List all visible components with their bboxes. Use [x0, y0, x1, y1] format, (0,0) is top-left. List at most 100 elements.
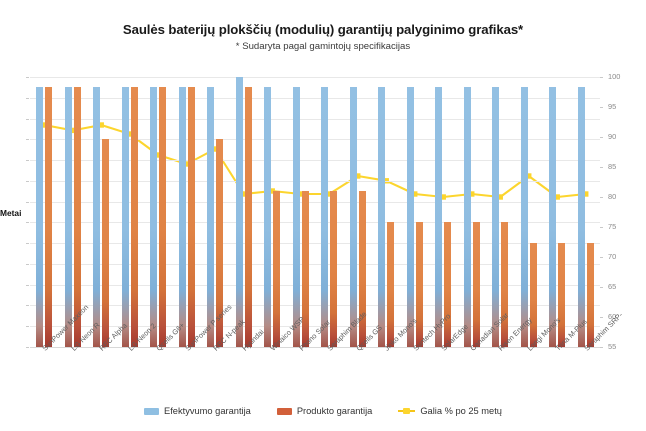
bar-produkto-garantija [444, 222, 452, 347]
gridline [30, 222, 600, 224]
legend-item-label: Efektyvumo garantija [164, 406, 251, 416]
bar-produkto-garantija [301, 191, 309, 347]
bar-produkto-garantija [529, 243, 537, 347]
line-data-marker [412, 191, 418, 197]
legend-swatch-icon [276, 407, 292, 415]
bar-efektyvumo-garantija [235, 77, 243, 347]
line-data-marker [98, 122, 104, 128]
line-data-marker [155, 152, 161, 158]
bar-efektyvumo-garantija [264, 87, 272, 347]
secondary-y-axis-tick [600, 137, 603, 138]
secondary-y-axis-tick [600, 347, 603, 348]
line-data-marker [554, 194, 560, 200]
bar-produkto-garantija [501, 222, 509, 347]
secondary-y-axis-tick-label: 85 [608, 162, 617, 171]
bar-produkto-garantija [558, 243, 566, 347]
bar-efektyvumo-garantija [435, 87, 443, 347]
line-data-marker [127, 131, 133, 137]
line-data-marker [298, 191, 304, 197]
power-retention-line-series [41, 122, 589, 200]
x-axis-labels: SunPower Maxeon LG Neon R REC Alpha LG Neon… [30, 303, 625, 405]
line-data-marker [241, 191, 247, 197]
secondary-y-axis-tick [600, 77, 603, 78]
secondary-y-axis-tick-label: 65 [608, 282, 617, 291]
secondary-y-axis-tick [600, 197, 603, 198]
bar-produkto-garantija [130, 87, 138, 347]
secondary-y-axis-tick-label: 100 [608, 72, 621, 81]
gridline [30, 118, 600, 120]
chart-title-block: Saulės baterijų plokščių (modulių) garan… [0, 22, 646, 54]
secondary-y-axis-tick-label: 70 [608, 252, 617, 261]
bar-efektyvumo-garantija [378, 87, 386, 347]
gridline [30, 284, 600, 286]
secondary-y-axis-tick-label: 90 [608, 132, 617, 141]
bar-efektyvumo-garantija [463, 87, 471, 347]
bar-produkto-garantija [73, 87, 81, 347]
y-axis-title: Metai [0, 208, 22, 218]
legend-item[interactable]: Efektyvumo garantija [144, 406, 251, 416]
y-axis-tick [26, 97, 29, 99]
chart-legend: Efektyvumo garantija Produkto garantija Ga… [0, 406, 646, 416]
y-axis-tick [26, 305, 29, 307]
gridline [30, 263, 600, 265]
gridline [30, 347, 600, 348]
bar-produkto-garantija [102, 139, 110, 347]
legend-item-label: Galia % po 25 metų [420, 406, 502, 416]
secondary-y-axis-tick [600, 107, 603, 108]
bar-produkto-garantija [415, 222, 423, 347]
bar-efektyvumo-garantija [520, 87, 528, 347]
legend-line-marker-icon [398, 407, 416, 415]
y-axis-tick [26, 160, 29, 162]
bar-efektyvumo-garantija [492, 87, 500, 347]
y-axis-tick [26, 201, 29, 203]
y-axis-tick [26, 118, 29, 120]
bar-produkto-garantija [187, 87, 195, 347]
bar-produkto-garantija [387, 222, 395, 347]
secondary-y-axis-tick [600, 227, 603, 228]
bar-produkto-garantija [330, 191, 338, 347]
y-axis-tick [26, 326, 29, 328]
line-data-marker [269, 188, 275, 194]
bar-produkto-garantija [273, 191, 281, 347]
bar-efektyvumo-garantija [577, 87, 585, 347]
bar-produkto-garantija [45, 87, 53, 347]
line-data-marker [526, 173, 532, 179]
bar-efektyvumo-garantija [121, 87, 129, 347]
bar-produkto-garantija [216, 139, 224, 347]
secondary-y-axis-tick [600, 317, 603, 318]
line-data-marker [355, 173, 361, 179]
gridline [30, 305, 600, 307]
bar-efektyvumo-garantija [321, 87, 329, 347]
secondary-y-axis-tick-label: 75 [608, 222, 617, 231]
y-axis-tick [26, 77, 29, 78]
page-title: Saulės baterijų plokščių (modulių) garan… [122, 22, 524, 37]
gridline [30, 326, 600, 328]
gridline [30, 97, 600, 99]
secondary-y-axis-tick-label: 95 [608, 102, 617, 111]
bar-produkto-garantija [586, 243, 594, 347]
secondary-y-axis-tick [600, 287, 603, 288]
line-data-marker [70, 127, 76, 134]
line-data-marker [497, 194, 503, 200]
line-data-marker [583, 191, 589, 197]
bar-efektyvumo-garantija [207, 87, 215, 347]
bar-efektyvumo-garantija [64, 87, 72, 347]
bar-efektyvumo-garantija [150, 87, 158, 347]
bar-efektyvumo-garantija [292, 87, 300, 347]
gridline [30, 139, 600, 141]
bar-efektyvumo-garantija [349, 87, 357, 347]
secondary-y-axis-tick-label: 80 [608, 192, 617, 201]
gridline [30, 160, 600, 162]
legend-item-label: Produkto garantija [296, 406, 373, 416]
y-axis-tick [26, 222, 29, 224]
bar-produkto-garantija [472, 222, 480, 347]
gridline [30, 180, 600, 182]
bar-produkto-garantija [244, 87, 252, 347]
bar-efektyvumo-garantija [36, 87, 44, 347]
secondary-y-axis-tick [600, 167, 603, 168]
bar-efektyvumo-garantija [406, 87, 414, 347]
chart-subtitle: * Sudaryta pagal gamintojų specifikacija… [235, 41, 411, 52]
legend-item[interactable]: Galia % po 25 metų [398, 406, 502, 416]
legend-item[interactable]: Produkto garantija [276, 406, 373, 416]
